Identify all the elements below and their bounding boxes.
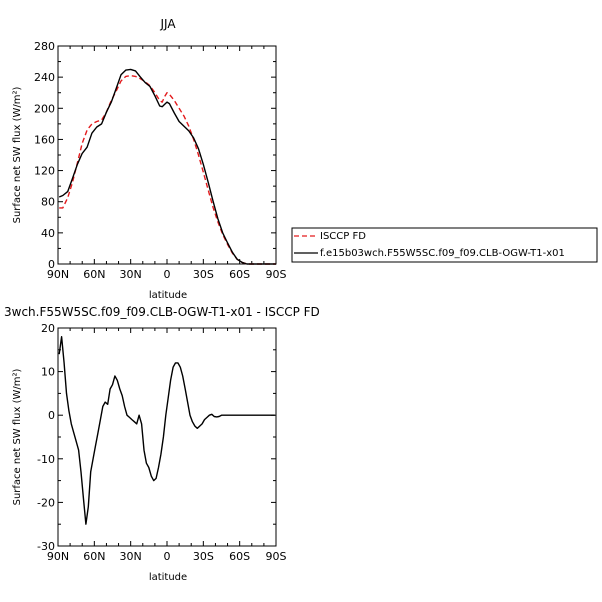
legend-label-isccp: ISCCP FD xyxy=(320,231,366,242)
top-chart-title: JJA xyxy=(159,17,176,31)
bottom-x-tick-label: 0 xyxy=(164,550,171,563)
bottom-x-tick-label: 60N xyxy=(83,550,105,563)
bottom-x-tick-label: 60S xyxy=(229,550,250,563)
top-series-line-0 xyxy=(59,74,276,265)
top-x-axis-label: latitude xyxy=(149,290,187,301)
bottom-y-tick-label: -10 xyxy=(37,453,55,466)
bottom-series-group xyxy=(58,336,275,525)
bottom-y-axis-label: Surface net SW flux (W/m²) xyxy=(12,368,23,505)
bottom-axis-ticks: 90N 60N 30N 0 30S 60S 90S -30 -20 -10 0 10 20 xyxy=(37,322,286,563)
top-x-tick-label: 30S xyxy=(193,268,214,281)
top-y-axis-label: Surface net SW flux (W/m²) xyxy=(12,86,23,223)
top-y-tick-label: 40 xyxy=(41,227,55,240)
bottom-x-tick-label: 30N xyxy=(120,550,142,563)
bottom-x-axis-label: latitude xyxy=(149,572,187,583)
top-x-tick-label: 0 xyxy=(164,268,171,281)
legend-frame xyxy=(291,227,598,263)
top-series-line-1 xyxy=(58,68,276,265)
bottom-series-line-0 xyxy=(58,336,275,525)
legend-label-model: f.e15b03wch.F55W5SC.f09_f09.CLB-OGW-T1-x… xyxy=(320,248,565,259)
top-y-tick-label: 240 xyxy=(34,71,55,84)
top-x-tick-label: 30N xyxy=(120,268,142,281)
bottom-plot-frame xyxy=(57,327,277,547)
top-y-tick-label: 0 xyxy=(48,258,55,271)
top-y-tick-label: 200 xyxy=(34,102,55,115)
top-x-tick-label: 90N xyxy=(47,268,69,281)
bottom-x-tick-label: 30S xyxy=(193,550,214,563)
panel-top: JJA 90N 60N 30N 0 30S 60S 90S 0 40 80 120 160 200 240… xyxy=(12,17,287,301)
top-x-tick-label: 60S xyxy=(229,268,250,281)
bottom-y-tick-label: 0 xyxy=(48,409,55,422)
top-x-tick-label: 90S xyxy=(266,268,287,281)
bottom-y-tick-label: -20 xyxy=(37,496,55,509)
top-plot-frame xyxy=(57,45,277,265)
top-y-tick-label: 120 xyxy=(34,165,55,178)
bottom-x-tick-label: 90S xyxy=(266,550,287,563)
top-y-tick-label: 160 xyxy=(34,133,55,146)
legend: ISCCP FD f.e15b03wch.F55W5SC.f09_f09.CLB… xyxy=(291,227,598,263)
top-x-tick-label: 60N xyxy=(83,268,105,281)
bottom-y-tick-label: -30 xyxy=(37,540,55,553)
bottom-x-tick-label: 90N xyxy=(47,550,69,563)
bottom-y-tick-label: 20 xyxy=(41,322,55,335)
panel-bottom: 3wch.F55W5SC.f09_f09.CLB-OGW-T1-x01 - IS… xyxy=(4,305,320,583)
bottom-chart-title: 3wch.F55W5SC.f09_f09.CLB-OGW-T1-x01 - IS… xyxy=(4,305,320,319)
top-y-tick-label: 280 xyxy=(34,40,55,53)
top-axis-ticks: 90N 60N 30N 0 30S 60S 90S 0 40 80 120 160 200 240 280 xyxy=(34,40,287,281)
bottom-y-tick-label: 10 xyxy=(41,366,55,379)
top-y-tick-label: 80 xyxy=(41,196,55,209)
top-series-group xyxy=(58,68,276,265)
